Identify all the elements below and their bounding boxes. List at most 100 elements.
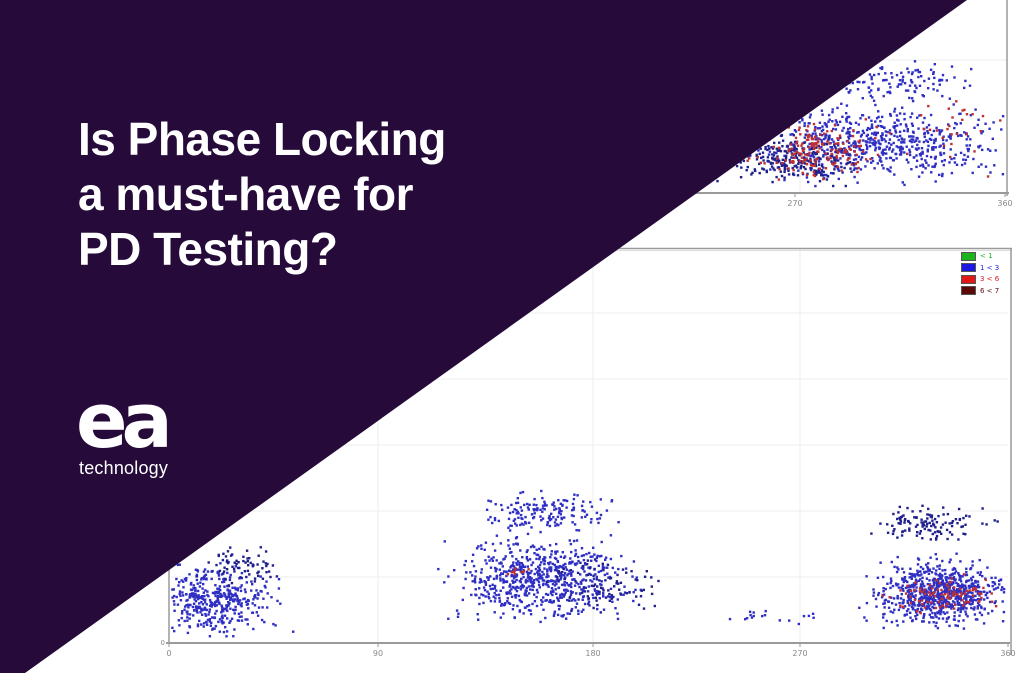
bottom-chart-pd-point xyxy=(524,515,527,519)
bottom-chart-pd-point xyxy=(971,560,974,563)
bottom-chart-pd-point xyxy=(560,576,563,579)
bottom-chart-pd-point xyxy=(591,593,594,596)
bottom-chart-pd-point xyxy=(549,569,553,573)
bottom-chart-pd-point xyxy=(958,578,961,581)
bottom-chart-pd-point xyxy=(553,610,557,613)
top-chart-pd-point xyxy=(880,151,884,154)
bottom-chart-pd-point xyxy=(986,591,989,595)
bottom-chart-pd-point xyxy=(177,584,180,587)
top-chart-pd-point xyxy=(989,171,992,174)
bottom-chart-pd-point xyxy=(529,588,532,591)
bottom-chart-pd-point xyxy=(233,570,236,573)
bottom-chart-pd-point xyxy=(601,562,604,565)
top-chart-pd-point xyxy=(824,133,827,136)
top-chart-pd-point xyxy=(904,89,908,92)
bottom-chart-pd-point xyxy=(942,595,945,599)
bottom-chart-pd-point xyxy=(537,583,541,586)
bottom-chart-pd-point xyxy=(925,608,928,611)
bottom-chart-pd-point xyxy=(583,510,586,513)
bottom-chart-pd-point xyxy=(520,577,523,581)
bottom-chart-pd-point xyxy=(586,559,590,562)
top-chart-x-tick-label: 270 xyxy=(787,199,802,208)
bottom-chart-pd-point xyxy=(947,577,950,580)
top-chart-pd-point xyxy=(800,160,803,163)
top-chart-pd-point xyxy=(831,111,834,114)
top-chart-pd-point xyxy=(852,129,855,132)
bottom-chart-pd-point xyxy=(546,573,549,576)
bottom-chart-pd-point xyxy=(562,563,565,567)
bottom-chart-pd-point xyxy=(956,593,959,596)
bottom-chart-pd-point xyxy=(573,493,576,496)
bottom-chart-pd-point xyxy=(977,585,981,589)
bottom-chart-pd-point xyxy=(538,547,541,551)
bottom-chart-pd-point xyxy=(482,586,486,589)
top-chart-pd-point xyxy=(966,155,970,158)
bottom-chart-pd-point xyxy=(530,563,533,567)
bottom-chart-pd-point xyxy=(588,604,591,607)
bottom-chart-pd-point xyxy=(921,567,925,571)
bottom-chart-pd-point xyxy=(552,501,555,504)
bottom-chart-pd-point xyxy=(253,604,257,607)
bottom-chart-pd-point xyxy=(932,616,935,619)
bottom-chart-pd-point xyxy=(920,518,923,521)
bottom-chart-pd-point xyxy=(589,579,592,582)
bottom-chart-pd-point xyxy=(188,596,191,599)
top-chart-pd-point xyxy=(953,157,956,160)
bottom-chart-pd-point xyxy=(546,593,550,596)
bottom-chart-pd-point xyxy=(962,587,966,590)
top-chart-pd-point xyxy=(927,123,931,127)
top-chart-pd-point xyxy=(869,136,873,140)
bottom-chart-pd-point xyxy=(929,609,933,612)
top-chart-pd-point xyxy=(761,167,764,170)
top-chart-pd-point xyxy=(915,159,919,162)
bottom-chart-pd-point xyxy=(530,577,533,580)
bottom-chart-pd-point xyxy=(906,506,909,510)
bottom-chart-pd-point xyxy=(959,610,962,614)
top-chart-pd-point xyxy=(826,140,829,143)
bottom-chart-pd-point xyxy=(952,588,955,592)
bottom-chart-pd-point xyxy=(519,523,522,527)
top-chart-pd-point xyxy=(877,115,880,119)
bottom-chart-pd-point xyxy=(229,554,233,557)
bottom-chart-pd-point xyxy=(555,568,558,572)
bottom-chart-pd-point xyxy=(525,570,529,573)
bottom-chart-pd-point xyxy=(236,589,239,592)
bottom-chart-pd-point xyxy=(628,591,631,594)
bottom-chart-y-origin-label: 0 xyxy=(161,639,165,647)
bottom-chart-pd-point xyxy=(577,612,580,615)
top-chart-pd-point xyxy=(815,152,818,155)
bottom-chart-pd-point xyxy=(642,607,646,610)
bottom-chart-pd-point xyxy=(947,588,951,592)
top-chart-pd-point xyxy=(933,139,936,142)
bottom-chart-pd-point xyxy=(535,553,538,556)
top-chart-pd-point xyxy=(809,157,812,161)
bottom-chart-pd-point xyxy=(568,599,571,602)
bottom-chart-pd-point xyxy=(976,601,980,605)
top-chart-pd-point xyxy=(808,154,811,157)
top-chart-pd-point xyxy=(802,151,805,154)
bottom-chart-pd-point xyxy=(480,547,483,550)
bottom-chart-pd-point xyxy=(593,583,597,586)
bottom-chart-pd-point xyxy=(918,532,922,535)
bottom-chart-pd-point xyxy=(570,550,573,554)
bottom-chart-pd-point xyxy=(549,579,552,583)
bottom-chart-pd-point xyxy=(236,566,240,570)
bottom-chart-pd-point xyxy=(916,557,920,560)
top-chart-pd-point xyxy=(939,130,942,134)
bottom-chart-pd-point xyxy=(614,607,617,610)
top-chart-pd-point xyxy=(890,72,893,75)
bottom-chart-pd-point xyxy=(599,611,602,614)
top-chart-pd-point xyxy=(945,79,948,82)
top-chart-pd-point xyxy=(955,132,959,136)
bottom-chart-pd-point xyxy=(196,605,200,608)
bottom-chart-pd-point xyxy=(951,581,954,584)
bottom-chart-pd-point xyxy=(538,575,542,578)
bottom-chart-pd-point xyxy=(897,568,900,571)
bottom-chart-pd-point xyxy=(550,587,554,590)
bottom-chart-pd-point xyxy=(935,537,938,540)
bottom-chart-pd-point xyxy=(502,558,505,561)
top-chart-pd-point xyxy=(876,131,879,135)
bottom-chart-pd-point xyxy=(525,557,529,560)
bottom-chart-pd-point xyxy=(910,572,914,576)
bottom-chart-pd-point xyxy=(229,619,232,623)
